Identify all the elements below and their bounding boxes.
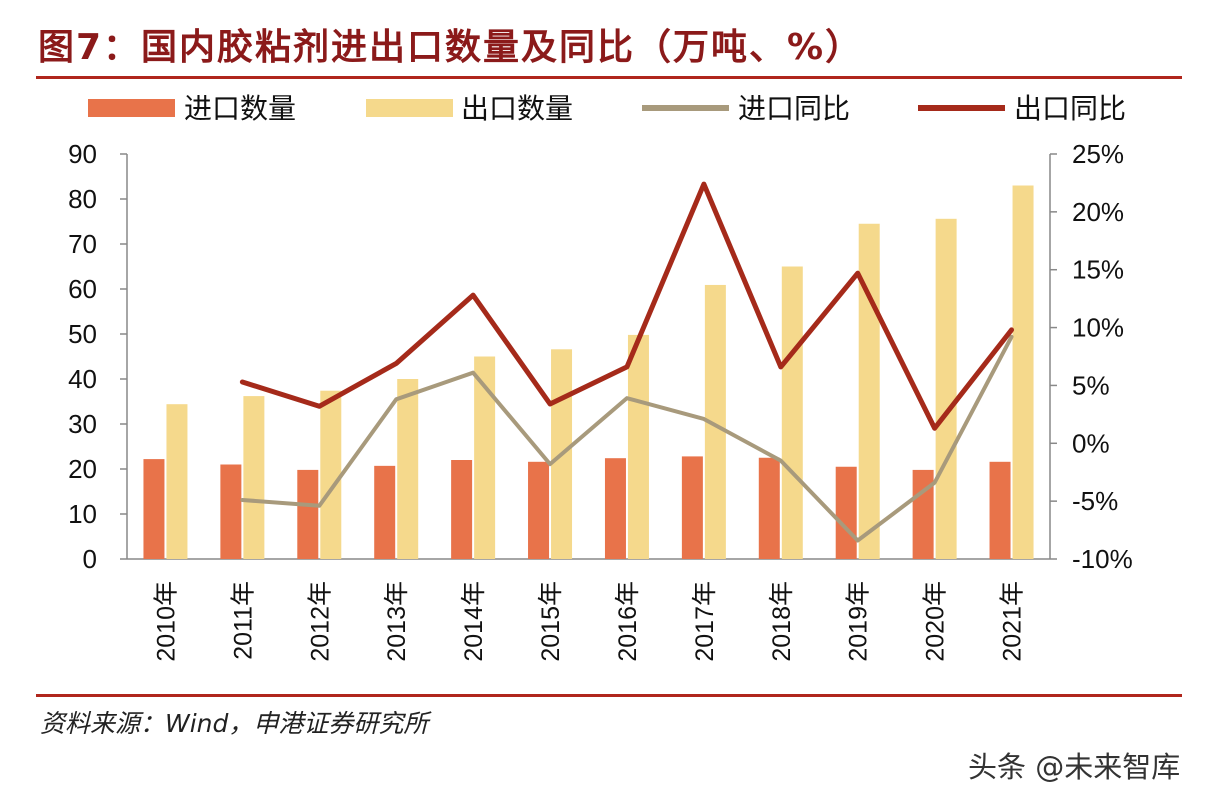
category-label: 2013年 [383,581,411,662]
export-bar [704,284,726,559]
category-label: 2011年 [229,581,257,660]
export-bar [474,356,496,559]
export-bar [627,334,649,559]
export-bar [858,223,880,559]
export-bar [243,396,265,559]
axes [120,153,1057,560]
chart-title: 图7：国内胶粘剂进出口数量及同比（万吨、%） [38,27,864,68]
import-bar [297,469,319,559]
import-bar [758,457,780,559]
right-tick-label: 0% [1072,428,1110,458]
export-bar [781,266,803,559]
export-bar [397,379,419,559]
left-tick-label: 20 [68,454,97,484]
export-bar [1012,185,1034,559]
import-bar [528,461,550,559]
import-bar [451,460,473,559]
left-tick-label: 90 [68,139,97,169]
source-rule [36,694,1182,697]
import-bar [681,456,703,559]
left-tick-label: 60 [68,274,97,304]
import-bar [374,465,396,559]
category-label: 2010年 [152,581,180,662]
import-bar [912,469,934,559]
right-tick-label: 15% [1072,255,1124,285]
left-tick-label: 50 [68,319,97,349]
legend-export-yoy-label: 出口同比 [1014,92,1126,125]
left-tick-label: 80 [68,184,97,214]
import-bar [989,461,1011,559]
import-bar [220,464,242,559]
legend-export-label: 出口数量 [461,92,573,125]
left-tick-label: 40 [68,364,97,394]
import-bar [835,466,857,559]
right-tick-label: 25% [1072,139,1124,169]
legend-export-swatch [366,99,453,117]
legend-import-swatch [88,99,175,117]
right-tick-label: 10% [1072,313,1124,343]
legend-import-yoy-label: 进口同比 [738,92,850,125]
left-tick-label: 30 [68,409,97,439]
lines [239,181,1015,543]
import-bar [143,459,165,559]
category-label: 2019年 [845,581,873,662]
left-tick-label: 70 [68,229,97,259]
source-note: 资料来源：Wind，申港证券研究所 [40,709,429,738]
title-rule [36,76,1182,79]
right-tick-label: -5% [1072,486,1118,516]
category-label: 2016年 [614,581,642,662]
category-label: 2020年 [922,581,950,662]
legend-import-label: 进口数量 [184,92,296,125]
legend: 进口数量 出口数量 进口同比 出口同比 [88,92,1126,125]
left-tick-label: 10 [68,499,97,529]
export-bar [320,390,342,559]
right-tick-label: 5% [1072,370,1110,400]
right-tick-label: -10% [1072,544,1133,574]
category-label: 2017年 [691,581,719,662]
category-label: 2014年 [460,581,488,662]
watermark: 头条 @未来智库 [968,750,1181,784]
export-bar [935,218,957,560]
category-label: 2018年 [768,581,796,662]
category-label: 2015年 [537,581,565,662]
category-label: 2012年 [306,581,334,662]
category-label: 2021年 [999,581,1027,662]
export-yoy-line [239,181,1015,431]
left-tick-label: 0 [83,544,97,574]
tick-labels: 0 10 20 30 40 50 60 70 80 90 -10% -5% 0% 5% 10% 15% 20% 2… [68,139,1133,662]
right-tick-label: 20% [1072,197,1124,227]
export-bar [166,404,188,559]
import-bar [604,458,626,559]
